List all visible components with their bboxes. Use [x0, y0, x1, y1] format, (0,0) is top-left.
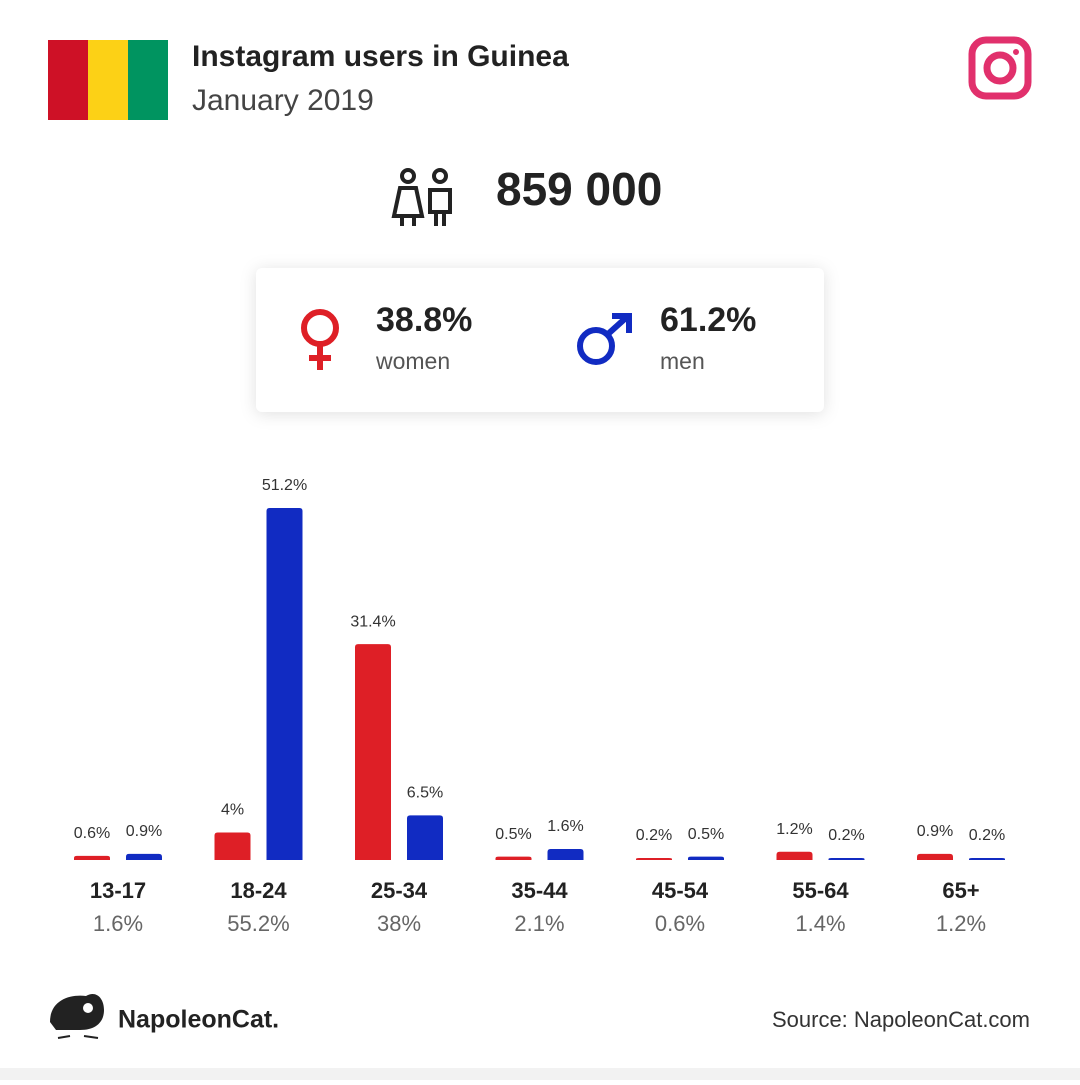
- bar: [266, 508, 303, 860]
- bar: [495, 856, 532, 860]
- category-label: 25-34: [371, 878, 428, 903]
- bar: [636, 858, 672, 860]
- value-label: 1.2%: [776, 821, 812, 838]
- category-label: 13-17: [90, 878, 146, 903]
- value-label: 0.2%: [828, 827, 864, 844]
- female-icon: [301, 309, 339, 370]
- value-label: 0.5%: [688, 826, 724, 843]
- category-label: 45-54: [652, 878, 709, 903]
- value-label: 0.2%: [969, 827, 1005, 844]
- category-label: 18-24: [230, 878, 287, 903]
- flag: [48, 40, 168, 120]
- bar: [74, 855, 110, 860]
- women-label: women: [375, 348, 450, 374]
- men-label: men: [660, 348, 705, 374]
- value-label: 0.2%: [636, 827, 672, 844]
- value-label: 0.9%: [126, 823, 162, 840]
- category-total: 55.2%: [227, 911, 289, 936]
- total-users: 859 000: [496, 163, 662, 215]
- category-label: 35-44: [511, 878, 568, 903]
- subtitle: January 2019: [192, 84, 374, 117]
- gender-card: [256, 268, 824, 412]
- value-label: 0.9%: [917, 823, 953, 840]
- bar: [214, 832, 251, 860]
- value-label: 0.5%: [495, 826, 531, 843]
- value-label: 0.6%: [74, 825, 110, 842]
- category-total: 1.6%: [93, 911, 143, 936]
- bar: [688, 856, 724, 860]
- value-label: 51.2%: [262, 477, 307, 494]
- users-icon: [391, 168, 452, 226]
- title: Instagram users in Guinea: [192, 40, 569, 73]
- category-total: 1.2%: [936, 911, 986, 936]
- women-share: 38.8%: [376, 301, 472, 339]
- bar: [126, 853, 162, 860]
- category-total: 1.4%: [795, 911, 845, 936]
- value-label: 4%: [221, 802, 244, 819]
- bar: [355, 644, 391, 860]
- category-label: 65+: [942, 878, 979, 903]
- bar: [917, 853, 953, 860]
- source: Source: NapoleonCat.com: [772, 1007, 1030, 1032]
- bar: [547, 849, 584, 860]
- napoleoncat-logo: [50, 993, 104, 1039]
- bottom-strip: [0, 1068, 1080, 1080]
- category-total: 2.1%: [514, 911, 564, 936]
- men-share: 61.2%: [660, 301, 756, 339]
- value-label: 31.4%: [350, 613, 395, 630]
- bar: [828, 858, 865, 860]
- category-total: 38%: [377, 911, 421, 936]
- brand: NapoleonCat.: [118, 1006, 279, 1034]
- instagram-icon: [968, 36, 1032, 100]
- value-label: 1.6%: [547, 818, 583, 835]
- age-chart: 0.6% 0.9% 13-17 1.6% 4% 51.2% 18-24 55.2% 31.4% 6…: [74, 477, 1005, 936]
- category-total: 0.6%: [655, 911, 705, 936]
- value-label: 6.5%: [407, 785, 443, 802]
- male-icon: [577, 313, 632, 365]
- bar: [969, 858, 1005, 860]
- category-label: 55-64: [792, 878, 849, 903]
- bar: [407, 815, 443, 860]
- bar: [776, 851, 813, 860]
